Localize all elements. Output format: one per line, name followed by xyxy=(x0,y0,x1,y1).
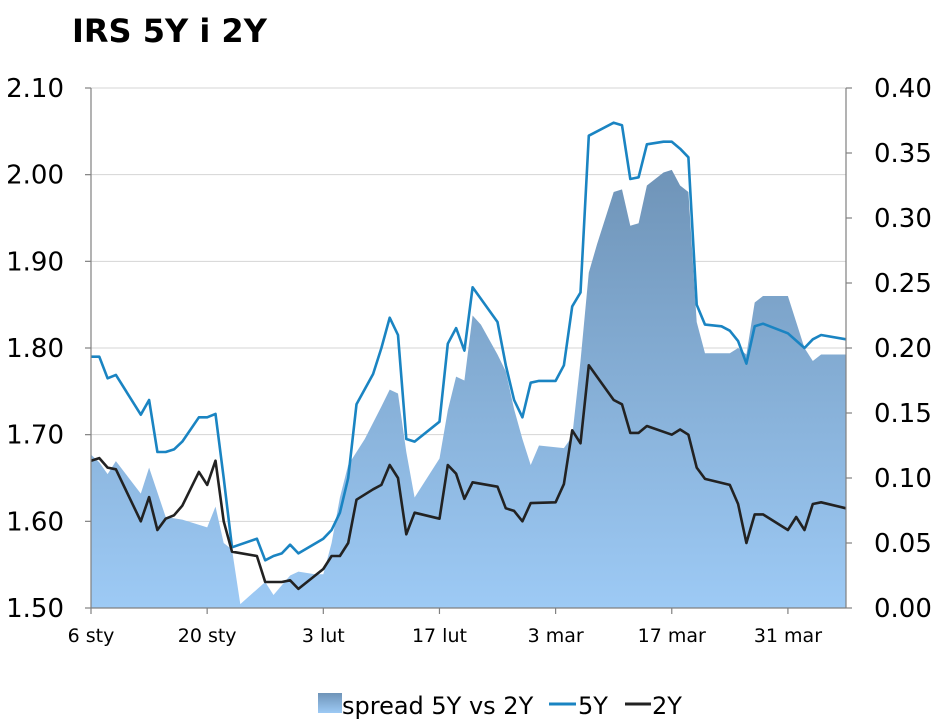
y-tick-label-left: 2.00 xyxy=(6,161,64,191)
right-axis-ticks: 0.00 0.05 0.10 0.15 0.20 0.25 0.30 0.35 0.40 xyxy=(846,74,932,624)
y-tick-label-right: 0.30 xyxy=(874,204,932,234)
y-tick-label-right: 0.15 xyxy=(874,399,932,429)
y-tick-label-left: 1.60 xyxy=(6,507,64,537)
y-tick-label-right: 0.25 xyxy=(874,269,932,299)
legend-label-5y: 5Y xyxy=(578,692,608,720)
y-tick-label-right: 0.40 xyxy=(874,74,932,104)
x-axis-ticks: 6 sty 20 sty 3 lut 17 lut 3 mar 17 mar 31 mar xyxy=(68,608,822,647)
chart-title: IRS 5Y i 2Y xyxy=(72,12,267,50)
series-line-2y xyxy=(90,363,847,591)
x-tick-label: 17 mar xyxy=(638,625,706,647)
y-tick-label-left: 1.70 xyxy=(6,421,64,451)
x-tick-label: 31 mar xyxy=(754,625,822,647)
y-tick-label-right: 0.00 xyxy=(874,594,932,624)
legend-label-spread: spread 5Y vs 2Y xyxy=(342,692,534,720)
y-tick-label-left: 2.10 xyxy=(6,74,64,104)
series-line-5y xyxy=(91,121,847,562)
y-tick-label-right: 0.35 xyxy=(874,139,932,169)
x-tick-label: 20 sty xyxy=(178,625,237,647)
legend-swatch-spread xyxy=(318,693,342,713)
legend-label-2y: 2Y xyxy=(652,692,682,720)
series-area-spread xyxy=(91,169,846,608)
x-tick-label: 6 sty xyxy=(68,625,115,647)
y-tick-label-right: 0.05 xyxy=(874,529,932,559)
x-tick-label: 17 lut xyxy=(412,625,467,647)
line-layer xyxy=(90,121,847,591)
spread-area-layer xyxy=(91,169,846,608)
x-tick-label: 3 lut xyxy=(302,625,345,647)
y-tick-label-left: 1.80 xyxy=(6,334,64,364)
legend: spread 5Y vs 2Y 5Y 2Y xyxy=(318,692,682,720)
left-axis-ticks: 1.50 1.60 1.70 1.80 1.90 2.00 2.10 xyxy=(6,74,91,624)
y-tick-label-right: 0.10 xyxy=(874,464,932,494)
x-tick-label: 3 mar xyxy=(528,625,584,647)
y-tick-label-left: 1.90 xyxy=(6,247,64,277)
y-tick-label-left: 1.50 xyxy=(6,594,64,624)
y-tick-label-right: 0.20 xyxy=(874,334,932,364)
